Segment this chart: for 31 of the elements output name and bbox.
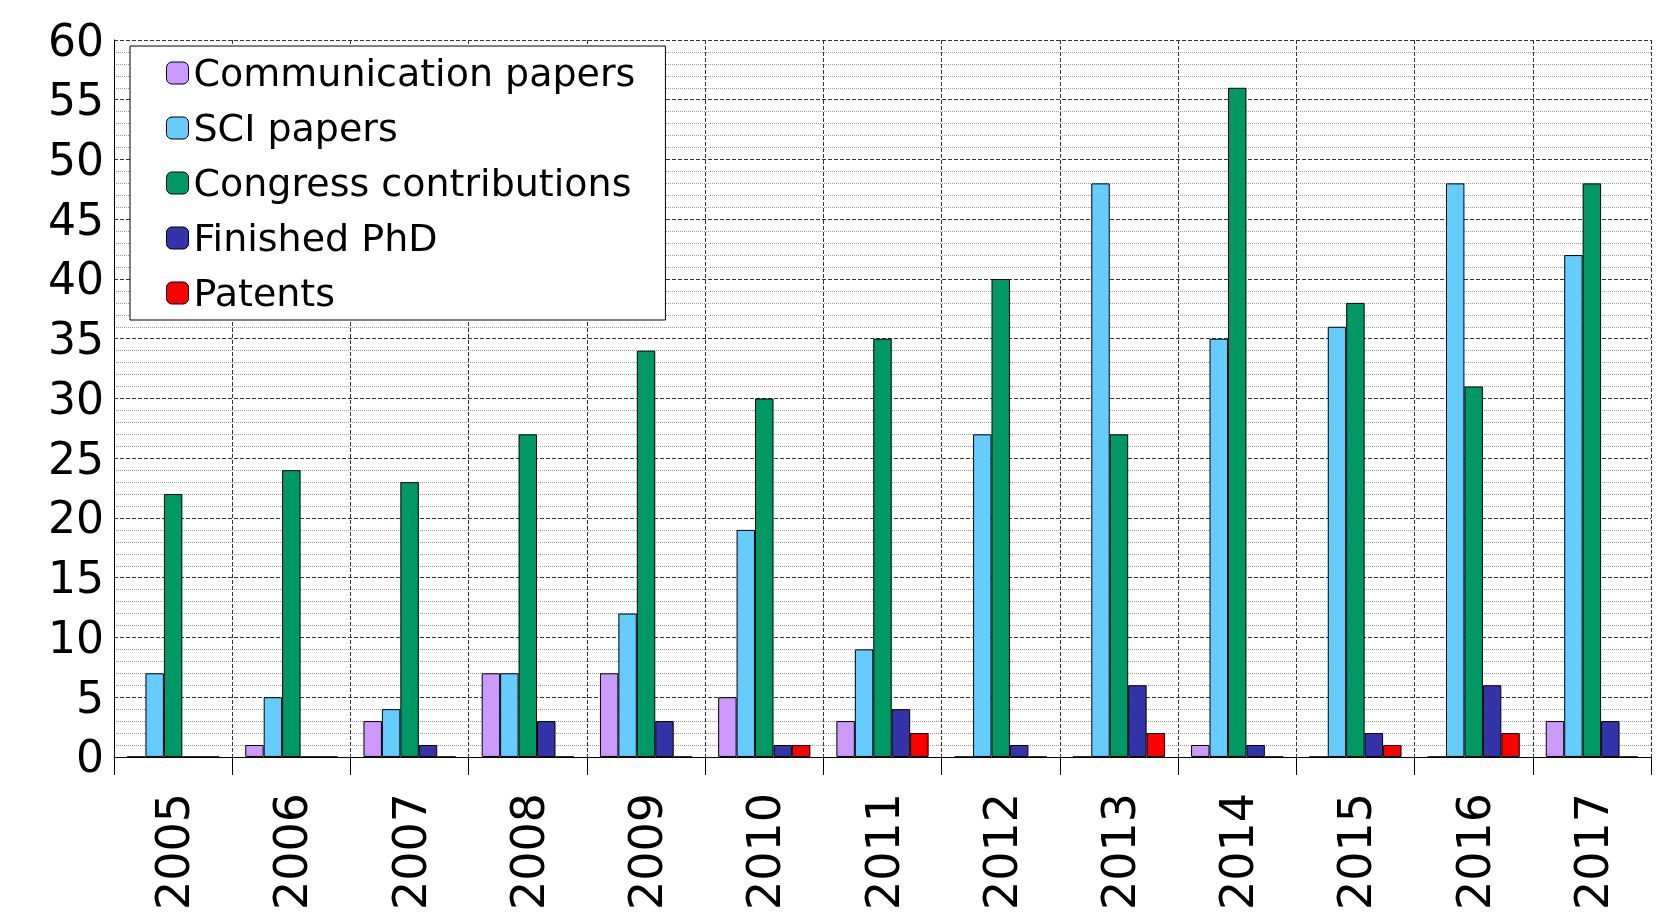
x-tick-label: 2006 — [264, 792, 319, 911]
y-tick-label: 50 — [48, 133, 104, 185]
y-tick-label: 35 — [48, 313, 104, 365]
x-tick-label: 2015 — [1328, 792, 1383, 911]
y-tick-label: 40 — [48, 253, 104, 305]
x-tick-label: 2016 — [1446, 792, 1501, 911]
y-tick-label: 15 — [48, 552, 104, 604]
x-tick-label: 2010 — [737, 792, 792, 911]
y-tick-label: 55 — [48, 74, 104, 126]
y-tick-label: 30 — [48, 372, 104, 424]
y-tick-label: 0 — [76, 731, 104, 783]
y-tick-label: 45 — [48, 193, 104, 245]
legend-label: Communication papers — [193, 51, 636, 95]
y-tick-label: 20 — [48, 492, 104, 544]
y-tick-label: 10 — [48, 611, 104, 663]
legend-label: SCI papers — [193, 106, 398, 150]
y-tick-label: 25 — [48, 432, 104, 484]
y-tick-label: 60 — [48, 14, 104, 66]
x-tick-label: 2014 — [1210, 792, 1265, 911]
x-tick-label: 2007 — [382, 792, 437, 911]
x-tick-label: 2013 — [1091, 792, 1146, 911]
x-tick-label: 2012 — [973, 792, 1028, 911]
legend-label: Finished PhD — [193, 216, 438, 260]
legend-label: Congress contributions — [193, 161, 632, 205]
y-tick-label: 5 — [76, 671, 104, 723]
x-tick-label: 2017 — [1564, 792, 1619, 911]
x-tick-label: 2005 — [146, 792, 201, 911]
x-tick-label: 2011 — [855, 792, 910, 911]
x-tick-label: 2008 — [500, 792, 555, 911]
legend-label: Patents — [193, 271, 336, 315]
x-tick-label: 2009 — [619, 792, 674, 911]
